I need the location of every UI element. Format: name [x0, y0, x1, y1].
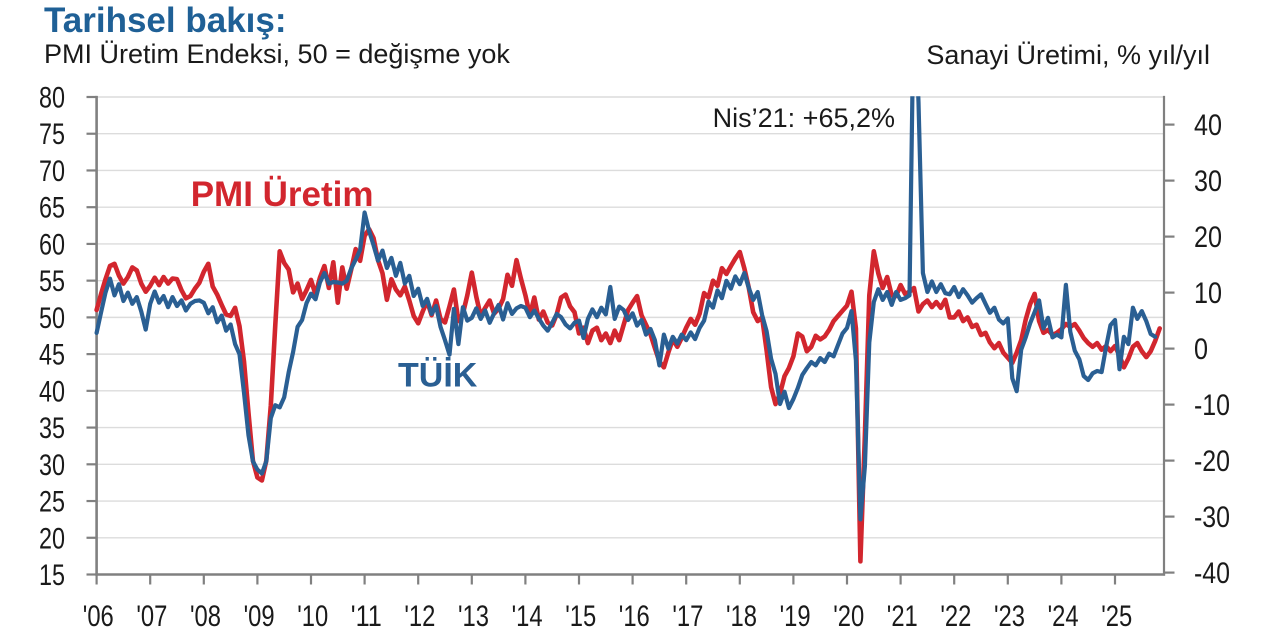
- svg-text:0: 0: [1194, 333, 1208, 366]
- svg-text:-20: -20: [1194, 445, 1230, 478]
- svg-text:35: 35: [39, 412, 65, 445]
- svg-text:20: 20: [1194, 221, 1222, 254]
- svg-text:'06: '06: [83, 600, 114, 633]
- svg-text:50: 50: [39, 302, 65, 335]
- svg-text:65: 65: [39, 192, 65, 225]
- svg-text:'15: '15: [565, 600, 596, 633]
- svg-text:PMI Üretim: PMI Üretim: [191, 175, 374, 214]
- svg-text:'17: '17: [672, 600, 703, 633]
- svg-text:'21: '21: [887, 600, 918, 633]
- svg-text:'19: '19: [780, 600, 811, 633]
- svg-text:40: 40: [1194, 109, 1222, 142]
- svg-text:'07: '07: [136, 600, 167, 633]
- svg-text:'23: '23: [994, 600, 1025, 633]
- svg-text:30: 30: [1194, 165, 1222, 198]
- svg-text:'25: '25: [1101, 600, 1132, 633]
- svg-text:'13: '13: [458, 600, 489, 633]
- svg-text:-10: -10: [1194, 389, 1230, 422]
- svg-text:'18: '18: [726, 600, 757, 633]
- svg-text:55: 55: [39, 265, 65, 298]
- svg-text:70: 70: [39, 155, 65, 188]
- svg-text:Sanayi Üretimi, % yıl/yıl: Sanayi Üretimi, % yıl/yıl: [926, 40, 1210, 70]
- svg-text:'22: '22: [940, 600, 971, 633]
- svg-text:-30: -30: [1194, 501, 1230, 534]
- svg-text:'11: '11: [351, 600, 382, 633]
- svg-text:'12: '12: [404, 600, 435, 633]
- svg-text:'14: '14: [512, 600, 543, 633]
- svg-text:'16: '16: [619, 600, 650, 633]
- svg-text:-40: -40: [1194, 557, 1230, 590]
- svg-text:'10: '10: [297, 600, 328, 633]
- svg-text:60: 60: [39, 228, 65, 261]
- svg-text:Nis’21: +65,2%: Nis’21: +65,2%: [713, 103, 895, 133]
- svg-text:45: 45: [39, 339, 65, 372]
- svg-text:'08: '08: [190, 600, 221, 633]
- svg-text:30: 30: [39, 449, 65, 482]
- svg-text:TÜİK: TÜİK: [398, 357, 478, 395]
- svg-text:15: 15: [39, 559, 65, 592]
- svg-text:10: 10: [1194, 277, 1222, 310]
- svg-text:'20: '20: [833, 600, 864, 633]
- svg-text:PMI Üretim Endeksi, 50 = değiş: PMI Üretim Endeksi, 50 = değişme yok: [44, 39, 510, 69]
- svg-text:25: 25: [39, 486, 65, 519]
- svg-text:80: 80: [39, 82, 65, 115]
- svg-text:20: 20: [39, 522, 65, 555]
- svg-text:'09: '09: [244, 600, 275, 633]
- svg-text:75: 75: [39, 118, 65, 151]
- svg-text:40: 40: [39, 375, 65, 408]
- svg-text:'24: '24: [1048, 600, 1079, 633]
- svg-text:Tarihsel bakış:: Tarihsel bakış:: [44, 1, 287, 40]
